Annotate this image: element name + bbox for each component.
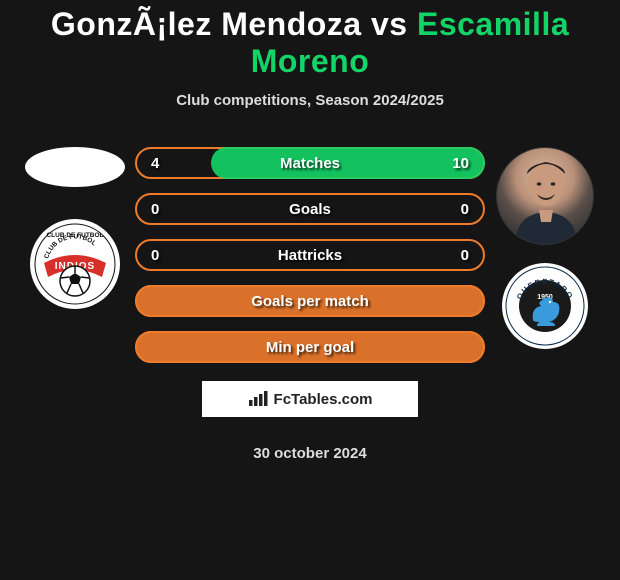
stat-text: 4 Matches 10: [137, 149, 483, 177]
queretaro-badge-icon: QUERETARO 1950: [505, 266, 585, 346]
right-column: QUERETARO 1950: [485, 147, 605, 349]
indios-badge-icon: CLUB DE FUTBOL CLUB DE FUTBOL INDIOS: [34, 223, 116, 305]
season-subtitle: Club competitions, Season 2024/2025: [176, 92, 444, 109]
bars-icon: [248, 391, 268, 407]
stat-row-hattricks: 0 Hattricks 0: [135, 239, 485, 271]
brand-box: FcTables.com: [202, 381, 418, 417]
stat-right-value: 10: [452, 155, 469, 172]
stat-label: Matches: [280, 155, 340, 172]
stat-label: Hattricks: [278, 247, 342, 264]
stat-text: Min per goal: [137, 333, 483, 361]
stat-row-matches: 4 Matches 10: [135, 147, 485, 179]
stats-column: 4 Matches 10 0 Goals 0 0 Hattricks 0 Goals per ma…: [135, 147, 485, 462]
stat-label: Min per goal: [266, 339, 354, 356]
stat-left-value: 4: [151, 155, 159, 172]
player1-club-badge: CLUB DE FUTBOL CLUB DE FUTBOL INDIOS: [30, 219, 120, 309]
svg-text:CLUB DE FUTBOL: CLUB DE FUTBOL: [46, 232, 103, 239]
stat-row-goals-per-match: Goals per match: [135, 285, 485, 317]
stat-text: 0 Goals 0: [137, 195, 483, 223]
brand-text: FcTables.com: [274, 391, 373, 408]
stat-row-min-per-goal: Min per goal: [135, 331, 485, 363]
stat-label: Goals: [289, 201, 331, 218]
player2-silhouette-icon: [497, 148, 594, 245]
stat-text: Goals per match: [137, 287, 483, 315]
left-column: CLUB DE FUTBOL CLUB DE FUTBOL INDIOS: [15, 147, 135, 309]
date-line: 30 october 2024: [253, 445, 366, 462]
stat-label: Goals per match: [251, 293, 369, 310]
player2-club-badge: QUERETARO 1950: [502, 263, 588, 349]
main-panel: CLUB DE FUTBOL CLUB DE FUTBOL INDIOS: [0, 147, 620, 462]
stat-right-value: 0: [461, 201, 469, 218]
vs-text: vs: [371, 6, 408, 42]
player1-name: GonzÃ¡lez Mendoza: [51, 6, 362, 42]
player2-photo: [496, 147, 594, 245]
stat-left-value: 0: [151, 201, 159, 218]
stat-text: 0 Hattricks 0: [137, 241, 483, 269]
stat-left-value: 0: [151, 247, 159, 264]
comparison-title: GonzÃ¡lez Mendoza vs Escamilla Moreno: [0, 6, 620, 80]
player1-photo: [25, 147, 125, 187]
stat-row-goals: 0 Goals 0: [135, 193, 485, 225]
stat-right-value: 0: [461, 247, 469, 264]
